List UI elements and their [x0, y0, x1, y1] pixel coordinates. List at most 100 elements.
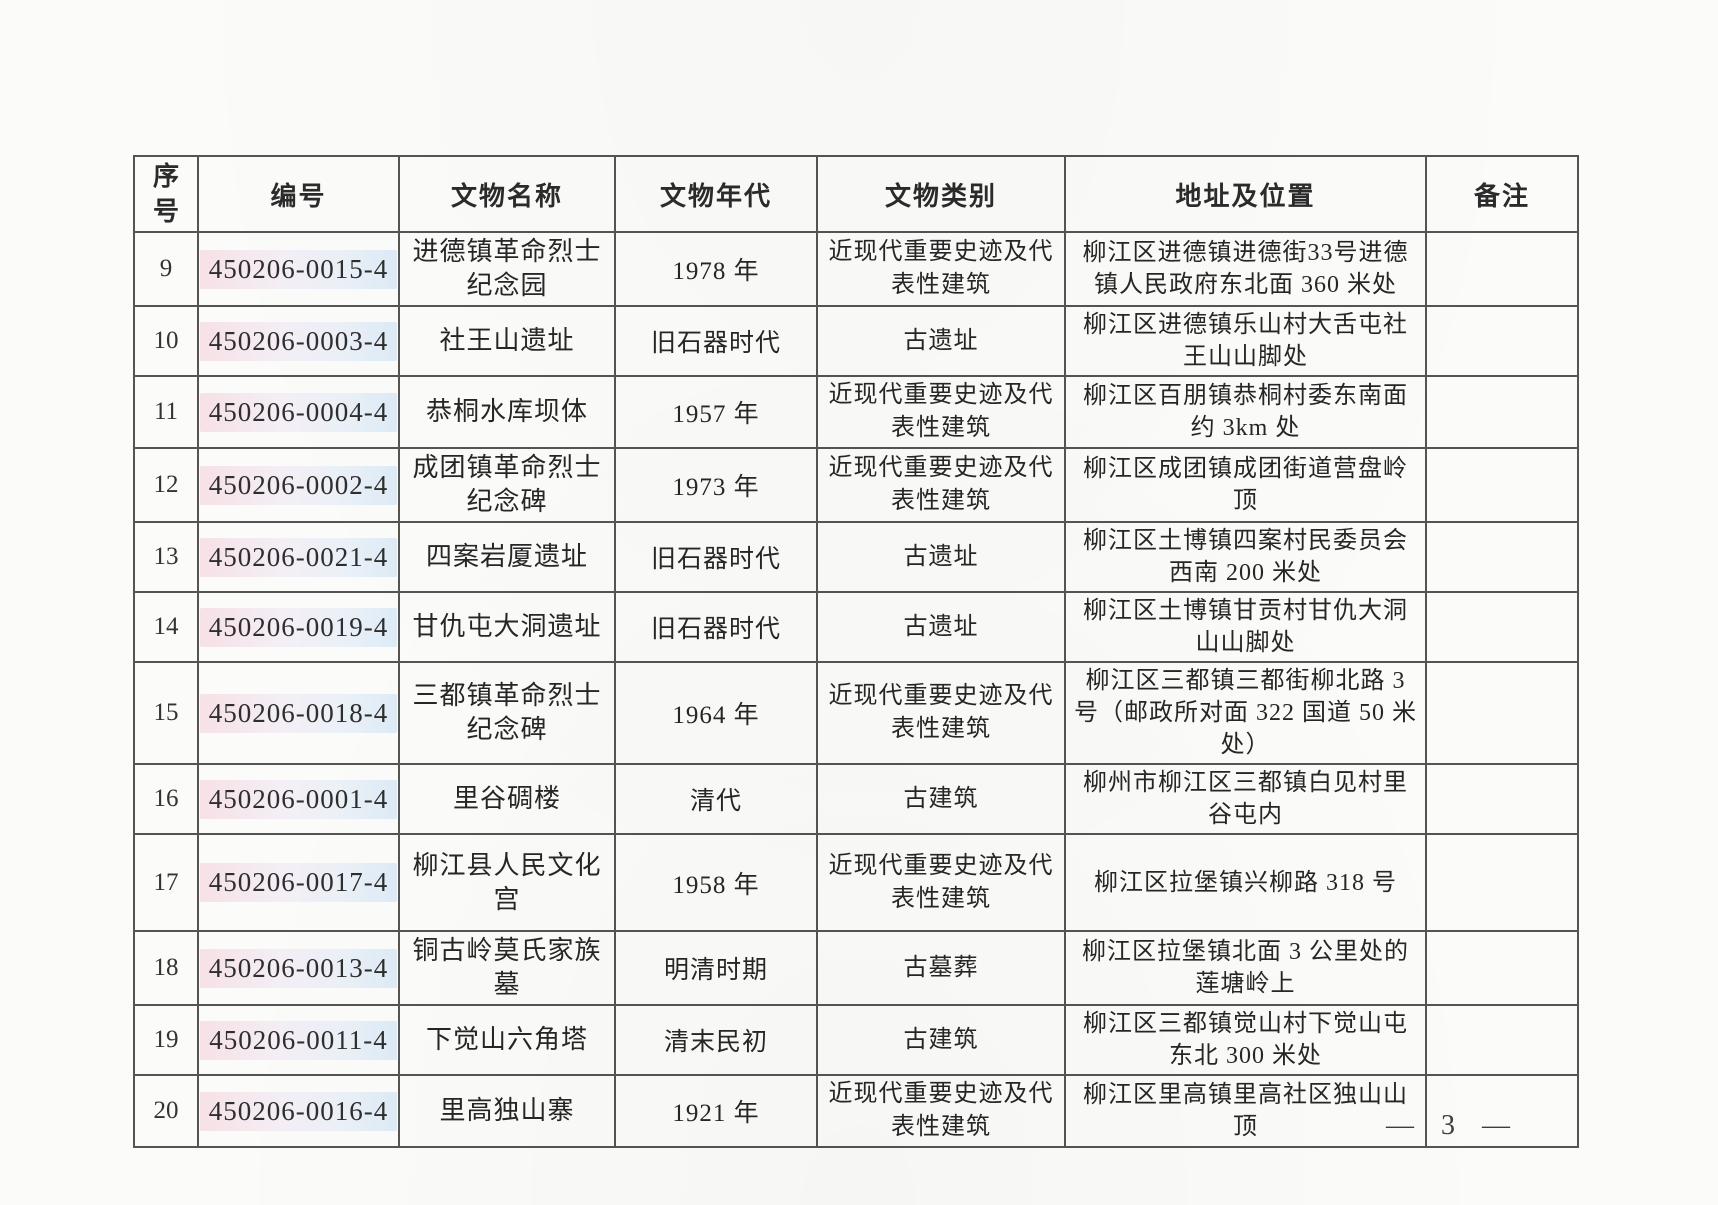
id-highlight: 450206-0015-4: [200, 249, 397, 289]
cell-address: 柳江区拉堡镇北面 3 公里处的莲塘岭上: [1064, 930, 1427, 1007]
cell-category: 古建筑: [816, 763, 1066, 836]
cell-name: 社王山遗址: [398, 305, 616, 378]
id-highlight: 450206-0002-4: [200, 465, 397, 505]
cell-name: 里高独山寨: [398, 1074, 616, 1149]
id-highlight: 450206-0016-4: [200, 1091, 397, 1131]
cell-remark: [1425, 930, 1579, 1007]
table-row: 19 450206-0011-4 下觉山六角塔 清末民初 古建筑 柳江区三都镇觉…: [133, 1004, 1579, 1077]
table-row: 11 450206-0004-4 恭桐水库坝体 1957 年 近现代重要史迹及代…: [133, 375, 1579, 450]
table-row: 13 450206-0021-4 四案岩厦遗址 旧石器时代 古遗址 柳江区土博镇…: [133, 521, 1579, 594]
table-row: 18 450206-0013-4 铜古岭莫氏家族墓 明清时期 古墓葬 柳江区拉堡…: [133, 930, 1579, 1007]
cell-address: 柳江区拉堡镇兴柳路 318 号: [1064, 833, 1427, 933]
cell-name: 甘仇屯大洞遗址: [398, 591, 616, 664]
table-header-row: 序号 编号 文物名称 文物年代 文物类别 地址及位置 备注: [133, 154, 1579, 234]
id-highlight: 450206-0021-4: [200, 537, 397, 577]
page-number: — 3 —: [1386, 1110, 1512, 1141]
table-row: 9 450206-0015-4 进德镇革命烈士纪念园 1978 年 近现代重要史…: [133, 231, 1579, 308]
cell-index: 13: [133, 521, 199, 594]
id-highlight: 450206-0019-4: [200, 607, 397, 647]
id-highlight: 450206-0017-4: [200, 863, 397, 903]
cell-name: 铜古岭莫氏家族墓: [398, 930, 616, 1007]
cell-category: 古遗址: [816, 305, 1066, 378]
cell-era: 旧石器时代: [614, 521, 818, 594]
cell-index: 19: [133, 1004, 199, 1077]
cell-remark: [1425, 305, 1579, 378]
cell-name: 下觉山六角塔: [398, 1004, 616, 1077]
col-header-index-label: 序号: [152, 161, 179, 227]
cell-remark: [1425, 1074, 1579, 1149]
cell-name: 柳江县人民文化宫: [398, 833, 616, 933]
cell-address: 柳州市柳江区三都镇白见村里谷屯内: [1064, 763, 1427, 836]
id-highlight: 450206-0003-4: [200, 321, 397, 361]
cell-id: 450206-0015-4: [197, 231, 400, 308]
cell-name: 成团镇革命烈士纪念碑: [398, 447, 616, 524]
cell-address: 柳江区土博镇甘贡村甘仇大洞山山脚处: [1064, 591, 1427, 664]
cell-id: 450206-0003-4: [197, 305, 400, 378]
cell-index: 15: [133, 661, 199, 766]
col-header-id: 编号: [197, 154, 400, 234]
cell-id: 450206-0004-4: [197, 375, 400, 450]
cell-index: 14: [133, 591, 199, 664]
cell-address: 柳江区进德镇进德街33号进德镇人民政府东北面 360 米处: [1064, 231, 1427, 308]
cell-id: 450206-0018-4: [197, 661, 400, 766]
table-row: 16 450206-0001-4 里谷碉楼 清代 古建筑 柳州市柳江区三都镇白见…: [133, 763, 1579, 836]
cell-remark: [1425, 591, 1579, 664]
cell-address: 柳江区百朋镇恭桐村委东南面约 3km 处: [1064, 375, 1427, 450]
cell-index: 11: [133, 375, 199, 450]
cell-category: 近现代重要史迹及代表性建筑: [816, 833, 1066, 933]
cell-address: 柳江区里高镇里高社区独山山顶: [1064, 1074, 1427, 1149]
cell-category: 古建筑: [816, 1004, 1066, 1077]
cell-category: 近现代重要史迹及代表性建筑: [816, 447, 1066, 524]
cell-category: 古遗址: [816, 521, 1066, 594]
table-row: 15 450206-0018-4 三都镇革命烈士纪念碑 1964 年 近现代重要…: [133, 661, 1579, 766]
cell-remark: [1425, 661, 1579, 766]
relics-table: 序号 编号 文物名称 文物年代 文物类别 地址及位置 备注 9 450206-0…: [133, 154, 1579, 1149]
cell-name: 恭桐水库坝体: [398, 375, 616, 450]
cell-remark: [1425, 833, 1579, 933]
cell-id: 450206-0016-4: [197, 1074, 400, 1149]
cell-id: 450206-0011-4: [197, 1004, 400, 1077]
col-header-era: 文物年代: [614, 154, 818, 234]
col-header-category: 文物类别: [816, 154, 1066, 234]
cell-era: 旧石器时代: [614, 591, 818, 664]
cell-index: 18: [133, 930, 199, 1007]
cell-remark: [1425, 521, 1579, 594]
cell-index: 12: [133, 447, 199, 524]
cell-era: 明清时期: [614, 930, 818, 1007]
id-highlight: 450206-0018-4: [200, 693, 397, 733]
cell-category: 近现代重要史迹及代表性建筑: [816, 661, 1066, 766]
table-row: 12 450206-0002-4 成团镇革命烈士纪念碑 1973 年 近现代重要…: [133, 447, 1579, 524]
cell-address: 柳江区三都镇觉山村下觉山屯东北 300 米处: [1064, 1004, 1427, 1077]
cell-id: 450206-0013-4: [197, 930, 400, 1007]
cell-name: 里谷碉楼: [398, 763, 616, 836]
id-highlight: 450206-0013-4: [200, 948, 397, 988]
table-row: 20 450206-0016-4 里高独山寨 1921 年 近现代重要史迹及代表…: [133, 1074, 1579, 1149]
col-header-remark: 备注: [1425, 154, 1579, 234]
cell-name: 四案岩厦遗址: [398, 521, 616, 594]
cell-era: 1964 年: [614, 661, 818, 766]
col-header-index: 序号: [133, 154, 199, 234]
cell-index: 9: [133, 231, 199, 308]
cell-category: 古遗址: [816, 591, 1066, 664]
table-row: 10 450206-0003-4 社王山遗址 旧石器时代 古遗址 柳江区进德镇乐…: [133, 305, 1579, 378]
cell-remark: [1425, 231, 1579, 308]
cell-index: 16: [133, 763, 199, 836]
cell-id: 450206-0002-4: [197, 447, 400, 524]
cell-era: 旧石器时代: [614, 305, 818, 378]
cell-id: 450206-0001-4: [197, 763, 400, 836]
cell-index: 10: [133, 305, 199, 378]
cell-id: 450206-0019-4: [197, 591, 400, 664]
cell-category: 近现代重要史迹及代表性建筑: [816, 1074, 1066, 1149]
cell-address: 柳江区土博镇四案村民委员会西南 200 米处: [1064, 521, 1427, 594]
cell-address: 柳江区成团镇成团街道营盘岭顶: [1064, 447, 1427, 524]
cell-category: 近现代重要史迹及代表性建筑: [816, 375, 1066, 450]
id-highlight: 450206-0011-4: [200, 1020, 397, 1060]
cell-name: 进德镇革命烈士纪念园: [398, 231, 616, 308]
cell-name: 三都镇革命烈士纪念碑: [398, 661, 616, 766]
cell-era: 清末民初: [614, 1004, 818, 1077]
cell-era: 1973 年: [614, 447, 818, 524]
cell-index: 17: [133, 833, 199, 933]
cell-era: 1957 年: [614, 375, 818, 450]
cell-category: 近现代重要史迹及代表性建筑: [816, 231, 1066, 308]
